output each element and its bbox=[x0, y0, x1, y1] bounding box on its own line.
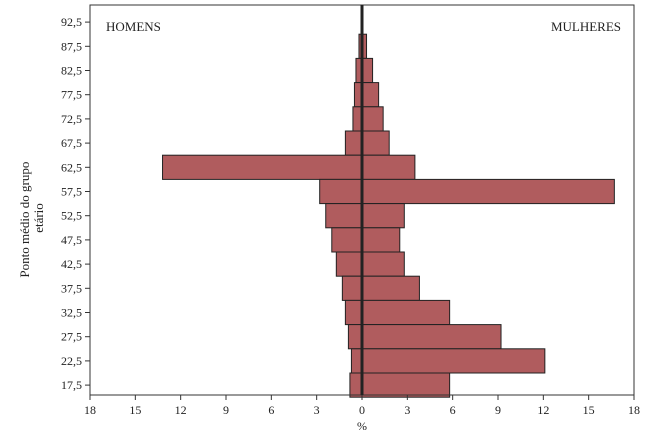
y-tick-label-22,5: 22,5 bbox=[61, 354, 82, 368]
y-tick-label-87,5: 87,5 bbox=[61, 39, 82, 53]
x-tick-label-7: 3 bbox=[404, 403, 410, 417]
x-tick-label-10: 12 bbox=[537, 403, 549, 417]
left-group-label: HOMENS bbox=[106, 19, 161, 34]
bar-men-52,5 bbox=[325, 203, 363, 229]
x-tick-label-5: 3 bbox=[314, 403, 320, 417]
y-tick-label-17,5: 17,5 bbox=[61, 378, 82, 392]
bar-women-27,5 bbox=[361, 324, 502, 350]
y-axis-label-line-1: Ponto médio do grupo bbox=[17, 162, 32, 278]
y-tick-label-32,5: 32,5 bbox=[61, 306, 82, 320]
bar-men-37,5 bbox=[341, 275, 363, 301]
bar-women-67,5 bbox=[361, 130, 390, 156]
x-tick-label-8: 6 bbox=[450, 403, 456, 417]
x-tick-label-9: 9 bbox=[495, 403, 501, 417]
bar-women-47,5 bbox=[361, 227, 401, 253]
bar-men-62,5 bbox=[162, 154, 363, 180]
y-tick-label-82,5: 82,5 bbox=[61, 64, 82, 78]
x-tick-label-11: 15 bbox=[583, 403, 595, 417]
bar-men-47,5 bbox=[331, 227, 363, 253]
x-tick-label-6: 0 bbox=[359, 403, 365, 417]
right-group-label: MULHERES bbox=[551, 19, 621, 34]
bar-men-67,5 bbox=[344, 130, 363, 156]
y-tick-label-77,5: 77,5 bbox=[61, 88, 82, 102]
bar-women-62,5 bbox=[361, 154, 416, 180]
bars-group bbox=[162, 33, 615, 398]
bar-women-72,5 bbox=[361, 106, 384, 132]
bar-women-37,5 bbox=[361, 275, 420, 301]
x-tick-label-0: 18 bbox=[84, 403, 96, 417]
y-tick-label-37,5: 37,5 bbox=[61, 281, 82, 295]
x-axis-ticks: 18 15 12 9 6 3 0 3 6 9 12 15 18 bbox=[84, 395, 640, 417]
bar-women-82,5 bbox=[361, 57, 374, 84]
bar-women-77,5 bbox=[361, 82, 380, 108]
x-tick-label-12: 18 bbox=[628, 403, 640, 417]
bar-women-17,5 bbox=[361, 372, 451, 398]
y-tick-label-62,5: 62,5 bbox=[61, 160, 82, 174]
bar-men-22,5 bbox=[350, 348, 363, 374]
bar-men-32,5 bbox=[344, 299, 363, 326]
x-axis-label: % bbox=[357, 419, 367, 433]
bar-women-42,5 bbox=[361, 251, 405, 277]
x-tick-label-1: 15 bbox=[129, 403, 141, 417]
y-axis-label: Ponto médio do grupo etário bbox=[17, 158, 46, 277]
bar-women-32,5 bbox=[361, 299, 451, 326]
y-tick-label-67,5: 67,5 bbox=[61, 136, 82, 150]
y-tick-label-42,5: 42,5 bbox=[61, 257, 82, 271]
y-tick-label-72,5: 72,5 bbox=[61, 112, 82, 126]
bar-women-22,5 bbox=[361, 348, 546, 374]
y-tick-label-27,5: 27,5 bbox=[61, 330, 82, 344]
y-tick-label-52,5: 52,5 bbox=[61, 209, 82, 223]
bar-men-17,5 bbox=[349, 372, 363, 398]
y-axis-label-line-2: etário bbox=[31, 203, 46, 233]
bar-women-52,5 bbox=[361, 203, 405, 229]
y-tick-label-92,5: 92,5 bbox=[61, 15, 82, 29]
x-tick-label-4: 6 bbox=[268, 403, 274, 417]
bar-men-27,5 bbox=[347, 324, 363, 350]
bar-men-57,5 bbox=[319, 178, 363, 205]
y-axis-ticks: 92,5 87,5 82,5 77,5 72,5 67,5 62,5 57,5 52,5 47,5… bbox=[61, 15, 90, 392]
bar-men-42,5 bbox=[335, 251, 363, 277]
x-tick-label-2: 12 bbox=[175, 403, 187, 417]
y-tick-label-57,5: 57,5 bbox=[61, 185, 82, 199]
bar-women-57,5 bbox=[361, 178, 615, 205]
x-tick-label-3: 9 bbox=[223, 403, 229, 417]
y-tick-label-47,5: 47,5 bbox=[61, 233, 82, 247]
